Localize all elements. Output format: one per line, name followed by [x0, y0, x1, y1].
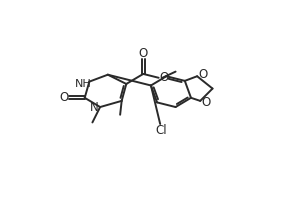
- Text: N: N: [90, 101, 99, 114]
- Text: O: O: [198, 68, 207, 81]
- Text: O: O: [139, 47, 148, 60]
- Text: NH: NH: [75, 79, 92, 89]
- Text: Cl: Cl: [155, 124, 167, 138]
- Text: O: O: [160, 71, 169, 84]
- Text: O: O: [201, 96, 210, 109]
- Text: O: O: [59, 91, 68, 104]
